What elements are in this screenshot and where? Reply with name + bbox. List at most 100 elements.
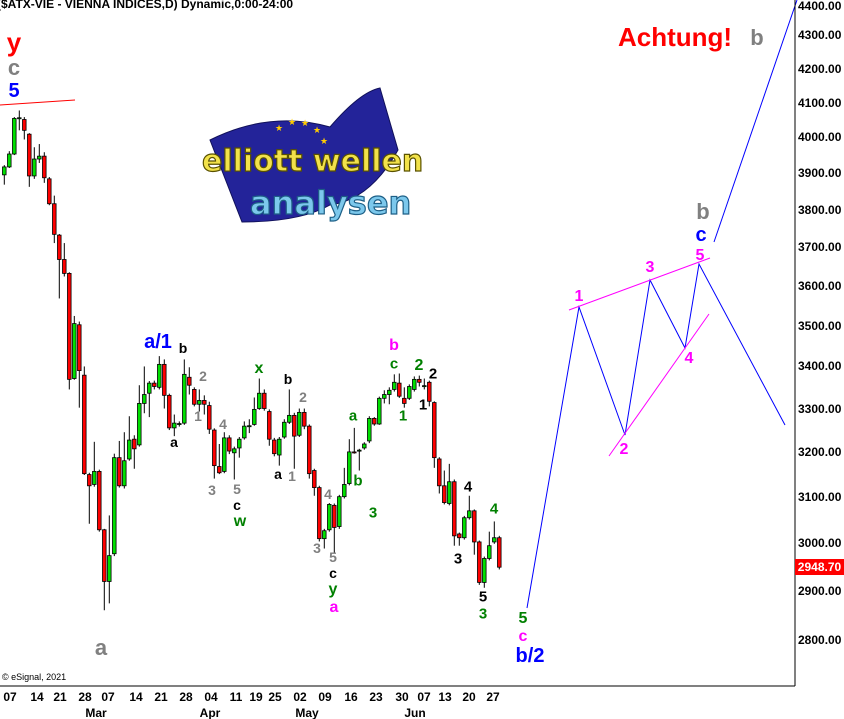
candle-body-up xyxy=(387,389,392,395)
candle-body-up xyxy=(362,443,367,449)
candle-body-down xyxy=(22,119,27,131)
candle xyxy=(427,380,432,407)
candle xyxy=(467,495,472,520)
copyright-text: © eSignal, 2021 xyxy=(2,672,67,682)
x-tick-label: 07 xyxy=(101,690,115,704)
elliott-wellen-logo: ★★ ★ ★★ elliott wellen analysen xyxy=(201,87,424,223)
candle-body-up xyxy=(2,166,7,176)
candle-body-down xyxy=(437,458,442,487)
candle xyxy=(377,396,382,425)
candle-body-up xyxy=(147,382,152,394)
candle xyxy=(27,133,32,187)
wave-label: 5 xyxy=(478,588,488,606)
eu-flag-icon xyxy=(209,87,399,223)
candle-body-up xyxy=(407,386,412,399)
wave-label: b xyxy=(178,340,188,356)
svg-text:★: ★ xyxy=(288,117,296,127)
candle xyxy=(262,389,267,411)
candle-body-up xyxy=(242,425,247,439)
candle xyxy=(47,177,52,206)
y-tick-label: 2800.00 xyxy=(798,633,842,648)
candle xyxy=(492,521,497,544)
candle xyxy=(257,378,262,410)
x-tick-label: 14 xyxy=(129,690,143,704)
wave-label: 5 xyxy=(233,481,241,497)
candle-body-up xyxy=(297,411,302,436)
wave-label: b xyxy=(389,337,399,354)
candle xyxy=(62,243,67,277)
y-tick-label: 3000.00 xyxy=(798,535,842,550)
y-tick-label: 2900.00 xyxy=(798,583,842,598)
candle-body-up xyxy=(222,437,227,472)
candle-body-down xyxy=(497,537,502,568)
candle xyxy=(172,414,177,437)
candle xyxy=(407,384,412,401)
x-tick-label: 19 xyxy=(249,690,263,704)
candle-body-up xyxy=(142,394,147,404)
wave-label: a xyxy=(348,407,358,425)
y-tick-label: 3600.00 xyxy=(798,278,842,293)
x-tick-label: 25 xyxy=(268,690,282,704)
candle xyxy=(402,387,407,408)
wave-label: 2 xyxy=(619,441,629,458)
candle xyxy=(457,532,462,546)
candle-body-down xyxy=(442,485,447,503)
candle-body-down xyxy=(332,504,337,528)
candle xyxy=(202,395,207,415)
candle-body-up xyxy=(367,417,372,442)
candle xyxy=(12,117,17,156)
wave-label: 1 xyxy=(418,396,428,414)
x-tick-label: 28 xyxy=(179,690,193,704)
candle xyxy=(187,367,192,395)
candle-body-up xyxy=(237,438,242,449)
candle-body-down xyxy=(267,411,272,440)
candle xyxy=(82,366,87,476)
y-tick-label: 3500.00 xyxy=(798,318,842,333)
candle xyxy=(7,151,12,168)
candle-body-down xyxy=(57,234,62,260)
candle xyxy=(132,435,137,469)
candle-body-down xyxy=(42,155,47,179)
candle xyxy=(307,424,312,479)
candle xyxy=(462,515,467,540)
candle xyxy=(472,509,477,555)
x-tick-label: 13 xyxy=(438,690,452,704)
candle-body-up xyxy=(37,155,42,160)
candle xyxy=(2,165,7,185)
x-tick-label: 14 xyxy=(30,690,44,704)
candle-body-up xyxy=(7,153,12,168)
candle xyxy=(57,233,62,299)
candle xyxy=(222,432,227,474)
candle-body-down xyxy=(47,178,52,205)
candle-body-down xyxy=(77,324,82,371)
wave-label: 4 xyxy=(219,416,227,432)
y-tick-label: 3200.00 xyxy=(798,444,842,459)
candle-body-up xyxy=(422,385,427,388)
candle xyxy=(177,421,182,427)
candle xyxy=(137,385,142,447)
y-tick-label: 3300.00 xyxy=(798,401,842,416)
wave-label: c xyxy=(7,55,21,80)
candle-body-up xyxy=(327,504,332,531)
wave-label: 2 xyxy=(299,389,307,405)
wave-label: b xyxy=(696,199,710,224)
candle xyxy=(412,376,417,392)
candle xyxy=(32,147,37,179)
wave-label: b xyxy=(353,472,363,490)
y-tick-label: 3400.00 xyxy=(798,359,842,374)
candle xyxy=(327,503,332,532)
y-tick-label: 4400.00 xyxy=(798,0,842,13)
candle-body-down xyxy=(52,203,57,235)
wave-label: w xyxy=(233,513,247,530)
candle xyxy=(342,467,347,499)
candle xyxy=(147,381,152,418)
month-label: Apr xyxy=(199,706,221,719)
wave-label: 4 xyxy=(463,478,473,496)
candle xyxy=(452,479,457,546)
candle-body-down xyxy=(292,414,297,437)
candle-body-up xyxy=(72,323,77,379)
candle xyxy=(77,321,82,408)
candle-body-down xyxy=(427,381,432,402)
candle-body-up xyxy=(127,439,132,460)
candle xyxy=(157,356,162,390)
